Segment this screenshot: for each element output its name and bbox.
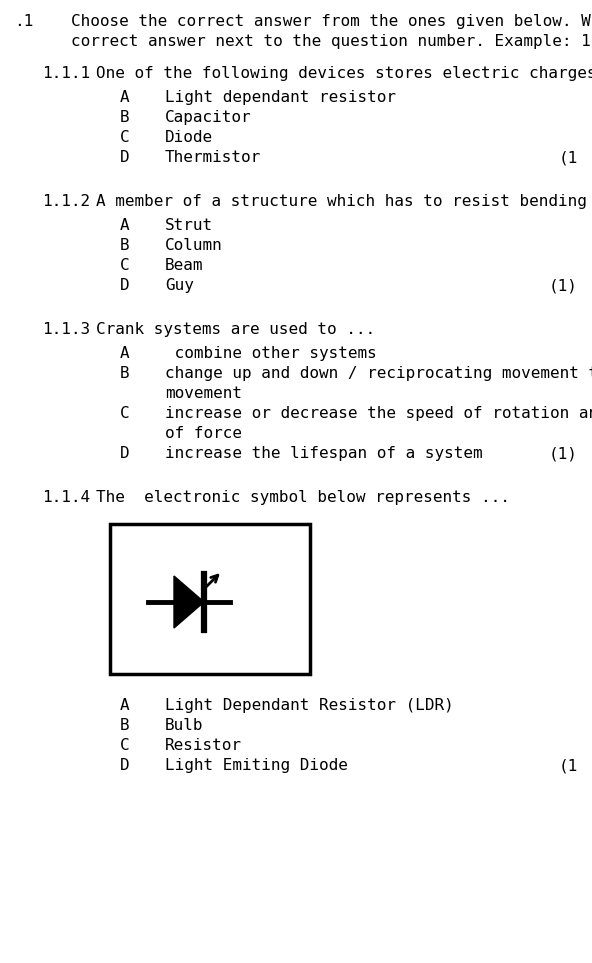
Text: (1: (1 <box>559 758 578 773</box>
Text: 1.1.3: 1.1.3 <box>42 322 90 337</box>
Text: C: C <box>120 406 130 421</box>
Text: .1: .1 <box>14 14 33 29</box>
Text: Beam: Beam <box>165 258 204 273</box>
Text: B: B <box>120 718 130 733</box>
Text: (1: (1 <box>559 150 578 165</box>
Text: Crank systems are used to ...: Crank systems are used to ... <box>96 322 375 337</box>
Bar <box>110 524 310 674</box>
Text: increase or decrease the speed of rotation and the magnitude: increase or decrease the speed of rotati… <box>165 406 592 421</box>
Text: (1): (1) <box>549 278 578 293</box>
Text: correct answer next to the question number. Example: 1.11.1 B: correct answer next to the question numb… <box>71 34 592 49</box>
Text: Column: Column <box>165 238 223 253</box>
Text: Light Emiting Diode: Light Emiting Diode <box>165 758 348 773</box>
Text: B: B <box>120 238 130 253</box>
Text: B: B <box>120 366 130 381</box>
Text: Choose the correct answer from the ones given below. Write the letter of the: Choose the correct answer from the ones … <box>71 14 592 29</box>
Text: The  electronic symbol below represents ...: The electronic symbol below represents .… <box>96 490 510 505</box>
Text: 1.1.2: 1.1.2 <box>42 194 90 209</box>
Text: Light dependant resistor: Light dependant resistor <box>165 90 396 105</box>
Text: C: C <box>120 130 130 145</box>
Text: Strut: Strut <box>165 218 213 233</box>
Text: One of the following devices stores electric charges: One of the following devices stores elec… <box>96 66 592 81</box>
Text: A: A <box>120 698 130 713</box>
Text: combine other systems: combine other systems <box>165 346 377 361</box>
Polygon shape <box>174 576 204 628</box>
Text: Light Dependant Resistor (LDR): Light Dependant Resistor (LDR) <box>165 698 453 713</box>
Text: Capacitor: Capacitor <box>165 110 252 125</box>
Text: C: C <box>120 258 130 273</box>
Text: 1.1.4: 1.1.4 <box>42 490 90 505</box>
Text: A member of a structure which has to resist bending is known as ...: A member of a structure which has to res… <box>96 194 592 209</box>
Text: D: D <box>120 758 130 773</box>
Text: Diode: Diode <box>165 130 213 145</box>
Text: 1.1.1: 1.1.1 <box>42 66 90 81</box>
Text: increase the lifespan of a system: increase the lifespan of a system <box>165 446 482 461</box>
Text: Resistor: Resistor <box>165 738 242 753</box>
Text: C: C <box>120 738 130 753</box>
Text: Bulb: Bulb <box>165 718 204 733</box>
Text: movement: movement <box>165 386 242 401</box>
Text: A: A <box>120 218 130 233</box>
Text: (1): (1) <box>549 446 578 461</box>
Text: D: D <box>120 278 130 293</box>
Text: D: D <box>120 446 130 461</box>
Text: Guy: Guy <box>165 278 194 293</box>
Text: D: D <box>120 150 130 165</box>
Text: B: B <box>120 110 130 125</box>
Text: Thermistor: Thermistor <box>165 150 261 165</box>
Text: A: A <box>120 346 130 361</box>
Text: of force: of force <box>165 426 242 441</box>
Text: change up and down / reciprocating movement to rotary: change up and down / reciprocating movem… <box>165 366 592 381</box>
Text: A: A <box>120 90 130 105</box>
